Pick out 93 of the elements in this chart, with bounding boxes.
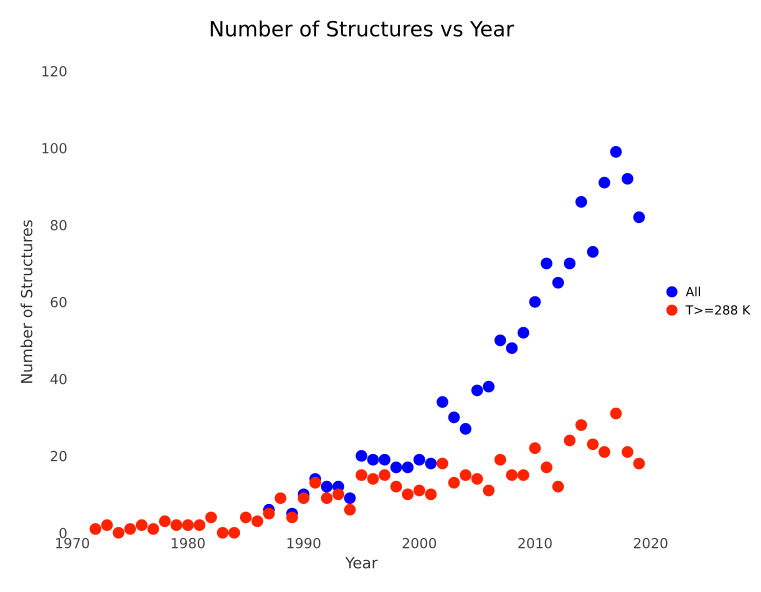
- point: [633, 211, 645, 224]
- point: [263, 508, 275, 520]
- point: [320, 480, 333, 492]
- point: [529, 296, 541, 308]
- point: [622, 446, 634, 458]
- point: [356, 469, 368, 481]
- point: [147, 523, 160, 535]
- y-tick-label: 40: [50, 374, 67, 384]
- point: [482, 484, 495, 496]
- point: [471, 473, 483, 485]
- point: [448, 412, 460, 424]
- point: [309, 476, 322, 489]
- point: [298, 492, 310, 504]
- point: [390, 480, 402, 492]
- point: [436, 458, 448, 470]
- point: [506, 342, 518, 354]
- point: [390, 462, 402, 474]
- point: [448, 476, 460, 489]
- point: [518, 469, 530, 481]
- point: [240, 512, 252, 524]
- point: [332, 488, 344, 500]
- point: [320, 492, 333, 504]
- point: [540, 258, 552, 270]
- point: [367, 473, 379, 485]
- point: [402, 462, 414, 474]
- point: [344, 492, 356, 504]
- x-tick-label: 2020: [634, 538, 668, 548]
- point: [136, 519, 148, 531]
- point: [552, 480, 564, 492]
- point: [112, 526, 124, 539]
- legend-label: All: [686, 286, 700, 296]
- point: [494, 334, 506, 346]
- point: [124, 523, 136, 535]
- point: [598, 176, 610, 188]
- chart-title: Number of Structures vs Year: [210, 20, 514, 37]
- point: [425, 488, 437, 500]
- point: [182, 519, 194, 531]
- point: [402, 488, 414, 500]
- point: [482, 380, 495, 392]
- y-tick-label: 80: [50, 220, 67, 230]
- point: [436, 396, 448, 408]
- point: [367, 454, 379, 466]
- point: [622, 172, 634, 185]
- point: [378, 454, 390, 466]
- point: [344, 504, 356, 516]
- point: [575, 196, 588, 208]
- y-tick-label: 120: [42, 66, 67, 77]
- point: [460, 469, 472, 481]
- point: [494, 454, 506, 466]
- x-tick-label: 1970: [56, 538, 90, 548]
- point: [610, 146, 622, 158]
- point: [286, 512, 298, 524]
- x-tick-label: 2010: [518, 538, 552, 548]
- point: [506, 469, 518, 481]
- point: [228, 526, 240, 539]
- point: [90, 523, 102, 535]
- point: [413, 484, 426, 496]
- point: [101, 519, 113, 531]
- point: [564, 434, 576, 446]
- point: [205, 512, 217, 524]
- point: [518, 326, 530, 339]
- point: [425, 458, 437, 470]
- point: [170, 519, 182, 531]
- point: [529, 442, 541, 454]
- point: [252, 515, 264, 528]
- y-tick-label: 60: [50, 296, 67, 308]
- point: [586, 438, 599, 450]
- legend-label: T>=288 K: [686, 305, 751, 315]
- y-axis-title: Number of Structures: [20, 220, 32, 383]
- point: [564, 258, 576, 270]
- x-tick-label: 1980: [172, 538, 205, 548]
- point: [413, 454, 426, 466]
- point: [552, 276, 564, 289]
- point: [194, 519, 206, 531]
- y-tick-label: 100: [42, 142, 67, 154]
- point: [586, 246, 599, 258]
- point: [633, 458, 645, 470]
- point: [274, 492, 286, 504]
- point: [216, 526, 229, 539]
- y-tick-label: 20: [50, 450, 67, 462]
- point: [460, 423, 472, 435]
- x-tick-label: 2000: [402, 538, 436, 548]
- point: [598, 446, 610, 458]
- point: [575, 419, 588, 431]
- point: [471, 384, 483, 396]
- x-tick-label: 1990: [287, 538, 320, 548]
- y-tick-label: 0: [60, 528, 67, 538]
- point: [540, 462, 552, 474]
- point: [378, 469, 390, 481]
- x-axis-title: Year: [345, 557, 378, 568]
- point: [610, 408, 622, 420]
- point: [158, 515, 171, 528]
- point: [356, 450, 368, 462]
